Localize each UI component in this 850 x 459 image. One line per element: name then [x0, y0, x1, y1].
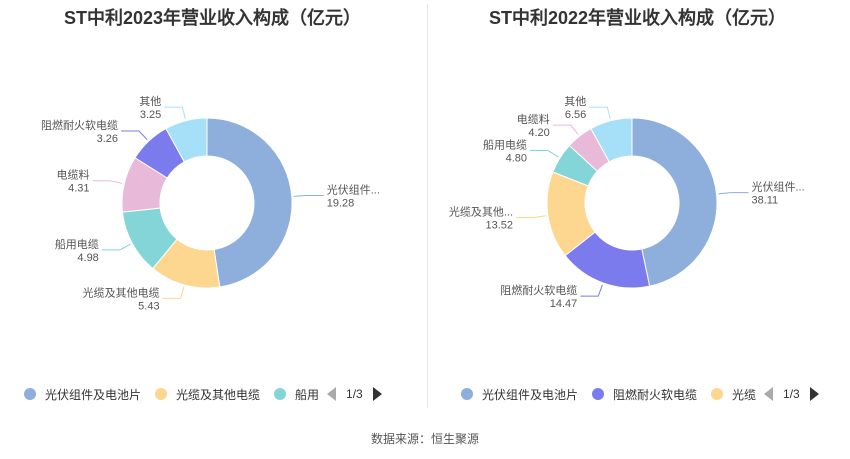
slice-name-label: 电缆料 — [517, 112, 550, 126]
leader-line — [589, 106, 611, 119]
slice-name-label: 光伏组件... — [751, 180, 804, 194]
leader-line — [516, 215, 547, 218]
slice-name-label: 电缆料 — [57, 168, 90, 182]
slice-value-label: 19.28 — [327, 198, 355, 210]
slice-value-label: 13.52 — [486, 219, 514, 231]
legend-item[interactable]: 光伏组件及电池片 — [24, 386, 141, 403]
slice-value-label: 4.98 — [77, 252, 98, 264]
prev-page-icon[interactable] — [764, 387, 774, 401]
slice-name-label: 船用电缆 — [483, 138, 527, 152]
leader-line — [718, 192, 749, 195]
legend-item[interactable]: 阻燃耐火软电缆 — [592, 386, 697, 403]
leader-line — [293, 195, 324, 197]
legend-pager: 1/3 — [764, 387, 819, 401]
legend: 光伏组件及电池片 阻燃耐火软电缆 光缆 1/3 — [461, 384, 819, 404]
slice-value-label: 3.25 — [140, 109, 161, 121]
prev-page-icon[interactable] — [327, 387, 337, 401]
slice-value-label: 3.26 — [97, 133, 118, 145]
panel-divider — [427, 4, 428, 408]
legend-marker — [24, 388, 36, 400]
donut-slice[interactable] — [165, 117, 208, 163]
legend-marker — [592, 388, 605, 400]
data-source-note: 数据来源：恒生聚源 — [370, 432, 479, 446]
legend-page-indicator: 1/3 — [346, 387, 363, 401]
legend-pager: 1/3 — [327, 387, 382, 401]
leader-line — [121, 130, 148, 141]
legend-label: 光缆及其他电缆 — [176, 387, 261, 402]
slice-value-label: 4.80 — [506, 153, 527, 165]
next-page-icon[interactable] — [809, 387, 819, 401]
slice-value-label: 6.56 — [565, 109, 586, 121]
donut-slice[interactable] — [631, 117, 718, 287]
leader-line — [530, 150, 559, 158]
slice-name-label: 船用电缆 — [55, 237, 99, 251]
legend-item[interactable]: 船用 — [274, 386, 319, 403]
legend-marker — [711, 388, 724, 400]
slice-value-label: 4.20 — [528, 127, 549, 139]
slice-name-label: 光伏组件... — [327, 183, 380, 197]
slice-name-label: 其他 — [139, 95, 161, 108]
legend-marker — [155, 388, 168, 400]
donut-slice[interactable] — [206, 117, 293, 288]
legend-label: 阻燃耐火软电缆 — [613, 387, 698, 402]
next-page-icon[interactable] — [372, 387, 382, 401]
donut-slice[interactable] — [590, 117, 633, 163]
legend: 光伏组件及电池片 光缆及其他电缆 船用 1/3 — [24, 384, 382, 404]
chart-panel-2023: ST中利2023年营业收入构成（亿元） 光伏组件... 19.28 光缆及其他电缆 5… — [0, 0, 425, 410]
legend-label: 光伏组件及电池片 — [482, 387, 579, 402]
slice-name-label: 其他 — [564, 95, 586, 108]
legend-item[interactable]: 光伏组件及电池片 — [461, 386, 578, 403]
leader-line — [580, 284, 603, 297]
slice-value-label: 4.31 — [68, 183, 89, 195]
legend-item[interactable]: 光缆及其他电缆 — [155, 386, 260, 403]
slice-name-label: 阻燃耐火软电缆 — [41, 118, 118, 132]
slice-value-label: 5.43 — [138, 300, 159, 312]
legend-label: 船用 — [295, 387, 320, 402]
legend-page-indicator: 1/3 — [783, 387, 800, 401]
leader-line — [164, 106, 186, 119]
chart-panel-2022: ST中利2022年营业收入构成（亿元） 光伏组件... 38.11 阻燃耐火软电缆 1… — [425, 0, 850, 410]
leader-line — [552, 124, 579, 135]
slice-value-label: 14.47 — [550, 298, 578, 310]
leader-line — [92, 180, 123, 184]
slice-name-label: 光缆及其他... — [449, 204, 513, 218]
legend-label: 光缆 — [732, 387, 757, 402]
leader-line — [101, 243, 131, 251]
slice-value-label: 38.11 — [751, 195, 778, 207]
chart-title: ST中利2022年营业收入构成（亿元） — [488, 8, 787, 28]
legend-label: 光伏组件及电池片 — [45, 387, 142, 402]
leader-line — [162, 286, 185, 299]
legend-item[interactable]: 光缆 — [711, 386, 756, 403]
slice-name-label: 阻燃耐火软电缆 — [500, 283, 577, 297]
chart-title: ST中利2023年营业收入构成（亿元） — [63, 8, 362, 28]
slice-name-label: 光缆及其他电缆 — [83, 285, 160, 299]
legend-marker — [274, 388, 287, 400]
legend-marker — [461, 388, 473, 400]
